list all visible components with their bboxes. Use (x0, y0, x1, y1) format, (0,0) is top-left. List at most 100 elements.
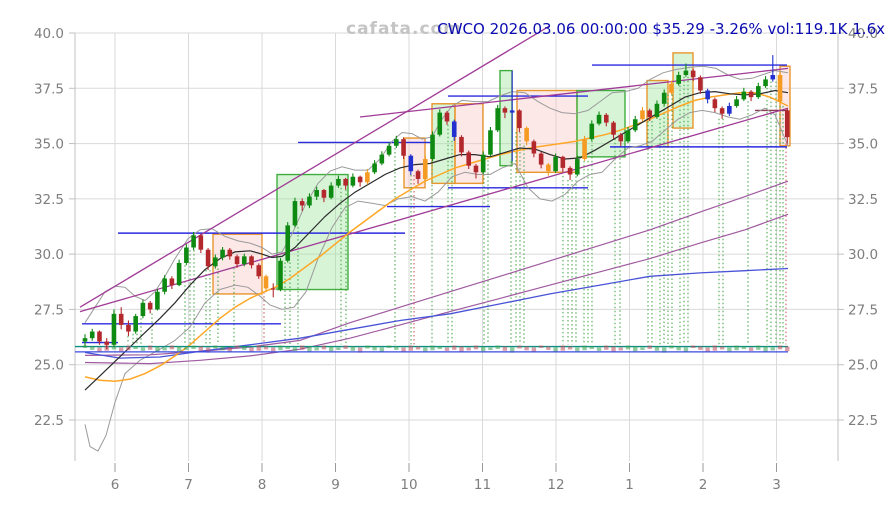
volume-strip-bar (509, 347, 515, 353)
volume-strip-bar (285, 346, 290, 349)
volume-strip-bar (575, 347, 580, 352)
volume-strip-bar (770, 347, 775, 351)
candle-body (748, 91, 754, 98)
volume-strip-bar (531, 347, 537, 353)
candle-body (176, 262, 182, 286)
y-axis-label-right: 32.5 (848, 192, 878, 208)
y-axis-label-left: 30.0 (34, 247, 64, 263)
candle-body (365, 172, 370, 183)
volume-strip-bar (589, 346, 594, 349)
fast-ma-black (84, 89, 789, 391)
candle-body (560, 156, 566, 168)
candle-body (654, 103, 660, 118)
volume-strip-bar (147, 345, 153, 350)
x-axis-label: 10 (400, 477, 417, 493)
candle-body (328, 185, 334, 198)
y-axis-label-right: 25.0 (848, 358, 878, 374)
volume-strip-bar (271, 347, 276, 352)
volume-strip-bar (263, 346, 269, 350)
volume-strip-bar (242, 346, 247, 350)
volume-strip-bar (524, 346, 529, 351)
candle-body (661, 92, 667, 104)
purple-slow-ma-upper (84, 180, 789, 356)
demand-zone (431, 103, 456, 185)
y-axis-label-left: 32.5 (34, 192, 64, 208)
candle-body (256, 265, 262, 277)
volume-strip-bar (119, 347, 124, 352)
volume-strip-bar (314, 347, 319, 351)
candle-body (184, 247, 189, 263)
candle-body (741, 91, 747, 100)
volume-strip-bar (596, 347, 602, 351)
candle-body (213, 257, 218, 267)
volume-strip-bar (662, 347, 667, 353)
candle-body (422, 159, 428, 179)
candle-body (249, 256, 254, 266)
candle-body (357, 176, 363, 183)
candle-body (169, 278, 175, 286)
volume-strip-bar (415, 346, 421, 350)
candle-body (538, 153, 544, 165)
volume-strip-bar (162, 347, 167, 351)
candle-body (676, 75, 681, 84)
volume-strip-bar (169, 345, 175, 350)
volume-strip-bar (538, 345, 544, 348)
chart-title: CWCO 2026.03.06 00:00:00 $35.29 -3.26% v… (437, 20, 885, 38)
candle-body (531, 141, 537, 154)
volume-strip-bar (386, 345, 392, 348)
candle-body (734, 99, 739, 106)
bollinger-upper-band (84, 65, 789, 323)
y-axis-label-left: 22.5 (34, 413, 64, 429)
candle-body (372, 163, 377, 173)
volume-strip-bar (452, 345, 457, 350)
candle-body (437, 112, 443, 135)
volume-strip-bar (611, 346, 616, 352)
volume-strip-bar (459, 346, 464, 352)
y-axis-label-left: 37.5 (34, 81, 64, 97)
watermark: cafata.com (346, 19, 462, 39)
volume-strip-bar (473, 345, 479, 350)
volume-strip-bar (727, 347, 732, 352)
y-axis-label-left: 25.0 (34, 358, 64, 374)
candle-body (690, 70, 696, 78)
volume-strip-bar (343, 345, 348, 349)
volume-strip-bar (111, 346, 117, 350)
candle-body (625, 130, 631, 142)
candle-body (488, 130, 493, 155)
volume-strip-bar (654, 346, 660, 351)
volume-strip-bar (379, 347, 385, 353)
x-axis-label: 6 (111, 477, 120, 493)
volume-strip-bar (176, 346, 182, 352)
volume-strip-bar (126, 345, 131, 351)
y-axis-label-right: 35.0 (848, 137, 878, 153)
candle-body (343, 178, 348, 186)
volume-strip-bar (256, 345, 261, 351)
candle-body (104, 341, 110, 345)
candle-body (603, 114, 609, 123)
candle-body (82, 338, 88, 342)
candle-body (162, 278, 167, 292)
volume-strip-bar (372, 346, 377, 351)
x-axis-label: 11 (474, 477, 491, 493)
y-axis-label-right: 22.5 (848, 413, 878, 429)
volume-strip-bar (365, 345, 370, 349)
x-axis-label: 3 (772, 477, 781, 493)
volume-strip-bar (82, 345, 88, 348)
volume-strip-bar (437, 346, 442, 349)
bollinger-lower-band (84, 107, 789, 452)
candle-body (756, 86, 761, 98)
volume-strip-bar (676, 346, 681, 351)
candle-body (546, 164, 551, 172)
volume-strip-bar (227, 347, 232, 353)
candle-body (589, 123, 595, 140)
volume-strip-bar (184, 347, 189, 350)
candle-body (596, 114, 602, 124)
candle-body (553, 156, 558, 172)
purple-slow-ma-lower (84, 213, 789, 365)
volume-strip-bar (495, 345, 500, 349)
volume-strip-bar (705, 347, 710, 352)
volume-strip-bar (155, 346, 160, 352)
volume-strip-bar (633, 346, 638, 352)
volume-strip-bar (517, 345, 522, 349)
